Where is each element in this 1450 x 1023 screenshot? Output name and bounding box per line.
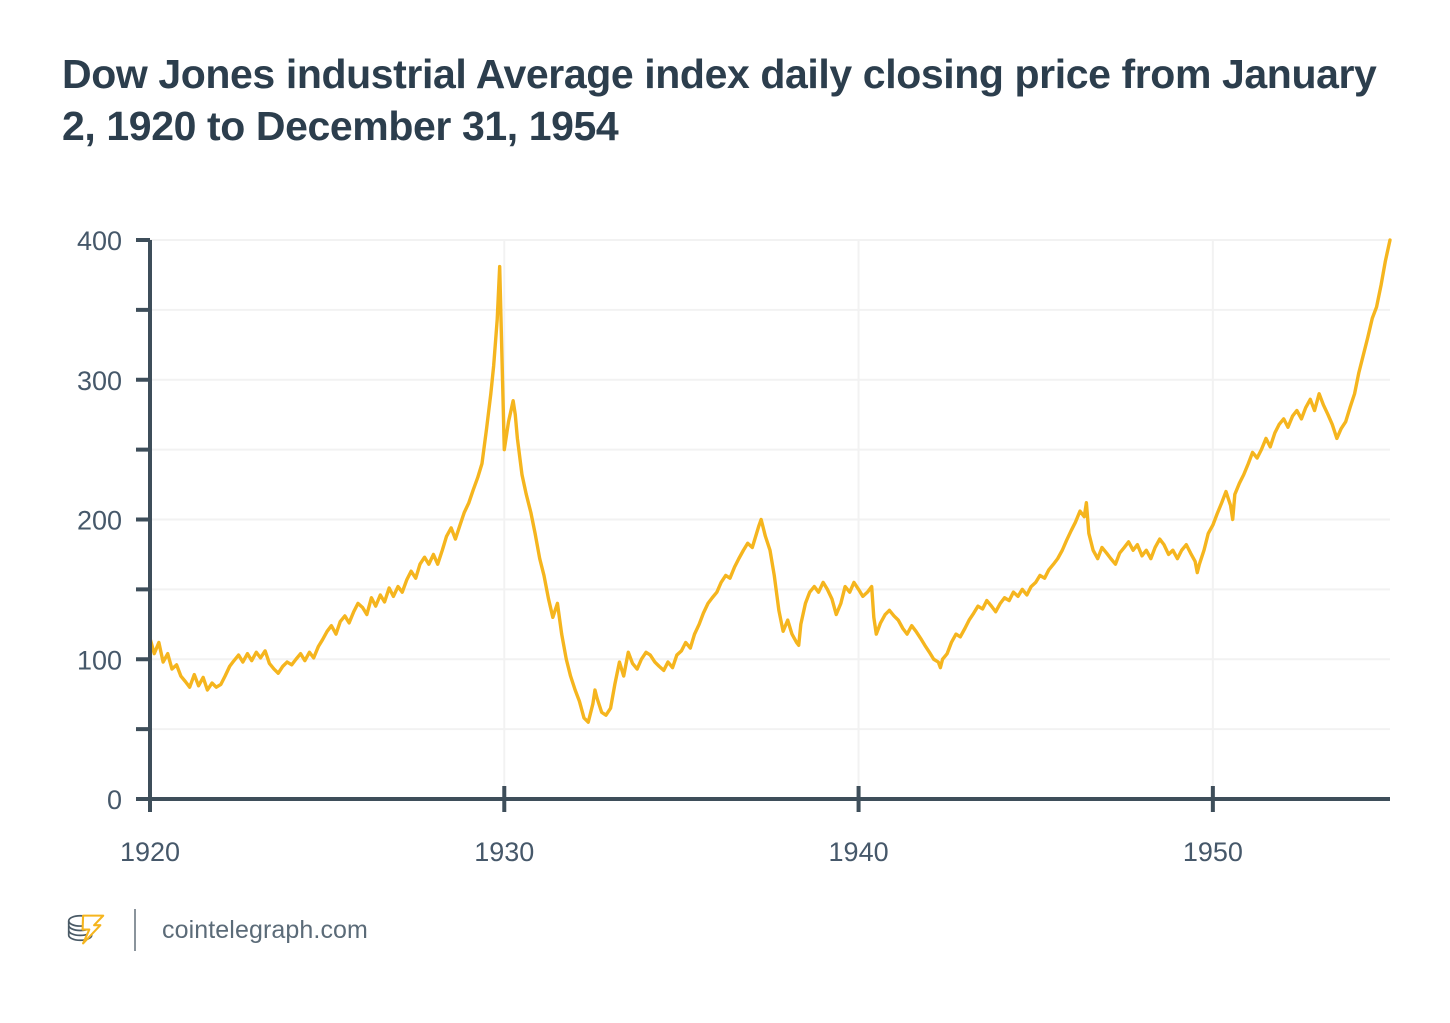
footer-url-text: cointelegraph.com	[162, 915, 368, 944]
y-tick-label: 200	[77, 506, 122, 536]
x-tick-label: 1920	[120, 837, 180, 867]
chart-plot-area: 0 100 200 300 400 1920 1930 1940 1950	[0, 200, 1450, 880]
cointelegraph-logo-icon	[67, 914, 105, 945]
x-tick-label: 1950	[1183, 837, 1243, 867]
x-tick-label: 1930	[474, 837, 534, 867]
y-tick-label: 300	[77, 366, 122, 396]
footer-divider	[134, 909, 136, 951]
series-line-0	[148, 238, 1392, 724]
grid-lines	[150, 239, 1390, 731]
y-tick-label: 400	[77, 226, 122, 256]
x-tick-label: 1940	[829, 837, 889, 867]
x-axis-tick-labels: 1920 1930 1940 1950	[120, 837, 1243, 867]
line-chart-svg: 0 100 200 300 400 1920 1930 1940 1950	[77, 226, 1392, 867]
y-tick-label: 0	[107, 785, 122, 815]
y-axis-tick-labels: 0 100 200 300 400	[77, 226, 122, 815]
y-tick-label: 100	[77, 645, 122, 675]
data-series-group	[148, 238, 1392, 724]
axis-group	[136, 238, 1390, 812]
page-title: Dow Jones industrial Average index daily…	[62, 51, 1377, 150]
footer-attribution: cointelegraph.com	[62, 900, 368, 960]
x-grid-lines	[503, 240, 1214, 799]
